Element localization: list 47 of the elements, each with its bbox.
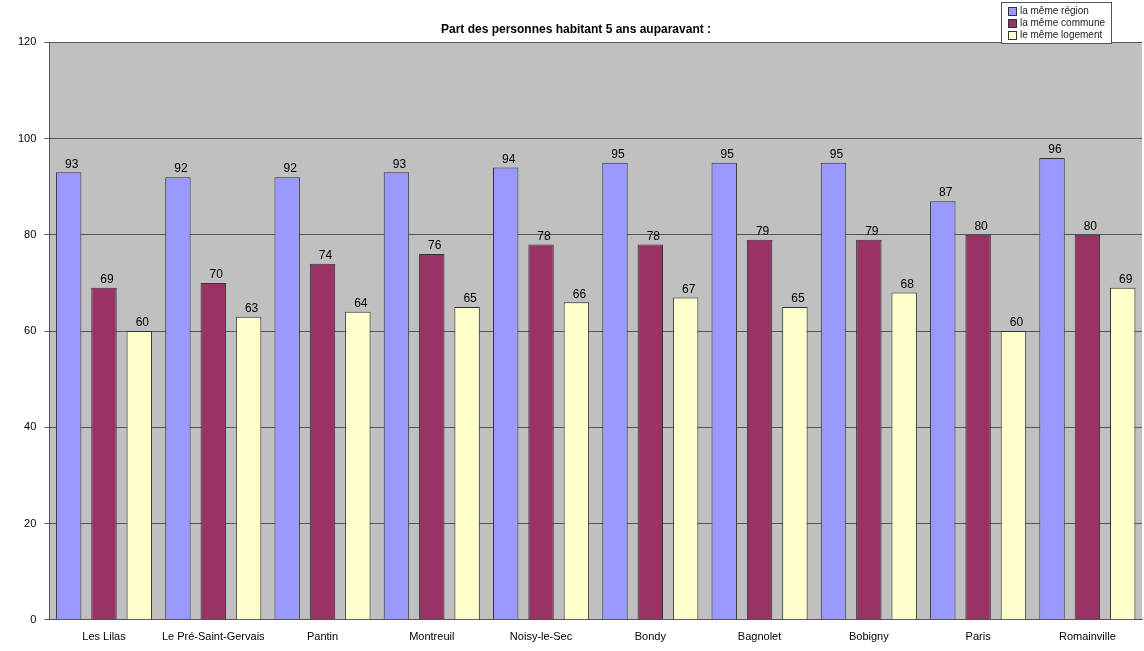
y-tick-label: 0: [30, 612, 37, 625]
y-tick-label: 80: [24, 227, 37, 240]
data-label: 92: [283, 161, 298, 176]
x-tick-label: Paris: [965, 630, 992, 643]
y-tick-label: 120: [17, 35, 37, 48]
data-label: 60: [1009, 315, 1024, 330]
data-label: 95: [611, 147, 625, 161]
legend-label: la même commune: [1019, 17, 1105, 29]
data-label: 95: [720, 147, 735, 161]
x-tick-label: Bondy: [634, 630, 667, 643]
chart-title: Part des personnes habitant 5 ans auparavant :: [440, 21, 712, 36]
data-label: 63: [244, 300, 259, 315]
legend-label: la même région: [1019, 5, 1089, 17]
legend-label: le même logement: [1019, 29, 1103, 41]
data-label: 69: [1119, 272, 1133, 287]
data-label: 94: [502, 151, 516, 166]
data-label: 74: [318, 248, 333, 263]
data-label: 68: [900, 276, 915, 291]
data-label: 93: [392, 156, 407, 171]
data-label: 65: [791, 291, 805, 306]
data-label: 80: [1083, 219, 1098, 234]
data-label: 60: [135, 315, 150, 330]
x-tick-label: Romainville: [1058, 630, 1116, 643]
y-tick-label: 60: [24, 324, 37, 337]
data-label: 95: [829, 147, 844, 161]
data-label: 76: [428, 238, 442, 253]
x-tick-label: Noisy-le-Sec: [509, 630, 573, 643]
data-label: 92: [174, 161, 188, 176]
y-tick-label: 20: [24, 516, 37, 529]
y-tick-label: 100: [17, 131, 37, 144]
data-label: 66: [572, 286, 587, 301]
data-label: 80: [974, 219, 989, 234]
data-label: 70: [209, 267, 224, 282]
data-label: 93: [64, 156, 79, 171]
x-tick-label: Bagnolet: [737, 630, 782, 643]
x-tick-label: Bobigny: [848, 630, 890, 643]
data-label: 65: [463, 291, 478, 306]
y-tick-label: 40: [24, 420, 37, 433]
x-tick-label: Le Pré-Saint-Gervais: [161, 630, 266, 643]
data-label: 96: [1048, 142, 1063, 157]
data-label: 69: [100, 272, 114, 287]
data-label: 87: [939, 185, 953, 200]
data-label: 67: [681, 281, 696, 296]
data-label: 64: [354, 296, 368, 311]
x-tick-label: Montreuil: [409, 630, 455, 643]
x-tick-label: Les Lilas: [82, 630, 127, 643]
x-tick-label: Pantin: [306, 630, 339, 643]
